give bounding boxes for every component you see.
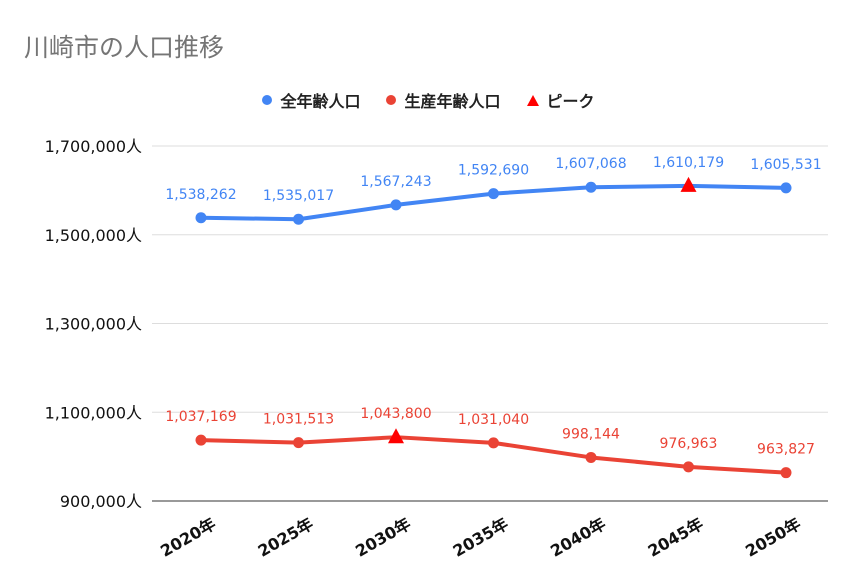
legend-item-all-ages: 全年齢人口	[262, 88, 360, 112]
data-label: 1,043,800	[360, 406, 431, 422]
x-tick-label: 2050年	[742, 514, 804, 561]
data-label: 963,827	[757, 442, 815, 458]
data-point	[780, 182, 792, 194]
data-point	[293, 437, 304, 449]
legend-circle-marker-blue	[262, 95, 273, 105]
y-tick-label: 900,000人	[60, 492, 142, 511]
peak-marker	[680, 176, 697, 192]
data-point	[195, 434, 207, 446]
legend-circle-marker-red	[386, 95, 397, 105]
legend-label-peak: ピーク	[546, 92, 595, 111]
x-tick-label: 2040年	[547, 514, 609, 561]
data-point	[683, 461, 694, 473]
data-label: 1,535,017	[263, 188, 334, 204]
data-label: 1,607,068	[555, 156, 626, 172]
legend-triangle-marker	[526, 94, 539, 106]
peak-marker	[388, 428, 404, 444]
legend-label-working-age: 生産年齢人口	[404, 92, 501, 111]
data-point	[390, 199, 402, 211]
data-label: 1,592,690	[458, 163, 529, 179]
data-label: 1,538,262	[165, 187, 236, 203]
y-tick-label: 1,300,000人	[45, 315, 142, 334]
y-tick-label: 1,500,000人	[45, 226, 142, 245]
chart-title: 川崎市の人口推移	[24, 33, 225, 62]
data-point	[488, 437, 499, 449]
data-point	[195, 212, 207, 224]
x-tick-label: 2030年	[352, 514, 414, 561]
y-tick-label: 1,100,000人	[45, 403, 142, 422]
legend: 全年齢人口 生産年齢人口 ピーク	[0, 88, 857, 112]
legend-item-peak: ピーク	[526, 88, 595, 112]
y-tick-label: 1,700,000人	[45, 137, 142, 156]
data-label: 1,037,169	[165, 409, 236, 425]
data-label: 1,610,179	[653, 155, 724, 171]
data-point	[293, 213, 304, 225]
data-label: 1,031,513	[263, 412, 334, 428]
x-tick-label: 2020年	[157, 514, 219, 561]
x-tick-label: 2035年	[450, 514, 512, 561]
x-tick-label: 2045年	[645, 514, 707, 561]
data-label: 1,031,040	[458, 412, 529, 428]
data-point	[488, 188, 499, 200]
data-label: 976,963	[660, 436, 718, 452]
x-tick-label: 2025年	[255, 514, 317, 561]
data-point	[585, 451, 597, 463]
data-point	[585, 181, 597, 193]
legend-label-all-ages: 全年齢人口	[280, 92, 361, 111]
data-label: 998,144	[562, 426, 620, 442]
data-point	[780, 467, 792, 479]
legend-item-working-age: 生産年齢人口	[386, 88, 501, 112]
data-label: 1,605,531	[750, 157, 821, 173]
data-label: 1,567,243	[360, 174, 431, 190]
